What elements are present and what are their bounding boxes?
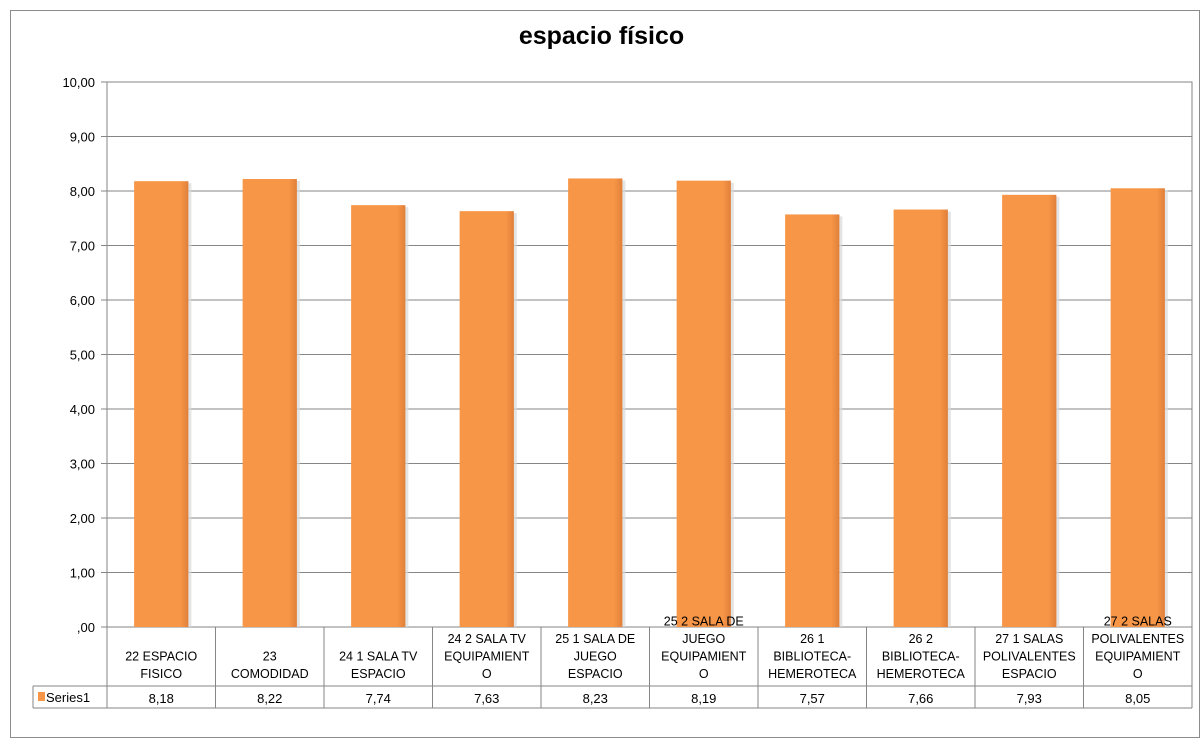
data-value-label: 7,57 xyxy=(800,691,825,706)
y-axis: ,00 1,00 2,00 3,00 4,00 5,00 6,00 7,00 8,00 9,00 1… xyxy=(62,75,107,635)
data-value-label: 7,93 xyxy=(1017,691,1042,706)
y-tick-label: 9,00 xyxy=(70,130,95,145)
data-value-label: 7,66 xyxy=(908,691,933,706)
category-label: 26 1 BIBLIOTECA-HEMEROTECA xyxy=(768,632,857,681)
bar xyxy=(351,205,406,628)
bar xyxy=(1110,188,1165,627)
y-tick-label: 6,00 xyxy=(70,293,95,308)
bars xyxy=(134,178,1168,628)
bar xyxy=(785,214,840,627)
category-label: 25 2 SALA DE JUEGO EQUIPAMIENT O xyxy=(661,615,747,682)
y-tick-label: 2,00 xyxy=(70,511,95,526)
bar xyxy=(459,211,514,628)
data-value-label: 8,05 xyxy=(1125,691,1150,706)
category-label: 25 1 SALA DE JUEGO ESPACIO xyxy=(555,632,635,681)
category-label: 24 1 SALA TV ESPACIO xyxy=(339,650,418,682)
y-tick-label: 7,00 xyxy=(70,239,95,254)
y-tick-label: 4,00 xyxy=(70,402,95,417)
y-tick-label: 10,00 xyxy=(62,75,95,90)
y-tick-label: 1,00 xyxy=(70,566,95,581)
category-label: 26 2 BIBLIOTECA-HEMEROTECA xyxy=(877,632,966,681)
y-tick-label: ,00 xyxy=(77,620,95,635)
category-label: 23 COMODIDAD xyxy=(231,650,309,682)
data-value-label: 8,23 xyxy=(583,691,608,706)
bar xyxy=(893,209,948,627)
y-tick-label: 3,00 xyxy=(70,457,95,472)
category-label: 24 2 SALA TV EQUIPAMIENT O xyxy=(444,632,530,681)
data-value-label: 8,18 xyxy=(149,691,174,706)
y-tick-label: 5,00 xyxy=(70,348,95,363)
data-value-label: 8,22 xyxy=(257,691,282,706)
bar xyxy=(568,178,623,627)
bar xyxy=(134,181,189,627)
bar xyxy=(676,180,731,627)
legend-key xyxy=(38,692,45,701)
category-label: 27 1 SALAS POLIVALENTES ESPACIO xyxy=(983,632,1076,681)
y-tick-label: 8,00 xyxy=(70,184,95,199)
data-value-label: 7,63 xyxy=(474,691,499,706)
series-name: Series1 xyxy=(46,690,90,705)
category-label: 22 ESPACIO FISICO xyxy=(125,650,197,682)
data-table: 22 ESPACIO FISICO 23 COMODIDAD 24 1 SALA TV E… xyxy=(32,615,1193,709)
chart-title: espacio físico xyxy=(518,22,685,50)
category-label: 27 2 SALAS POLIVALENTES EQUIPAMIENT O xyxy=(1091,615,1184,682)
data-value-label: 8,19 xyxy=(691,691,716,706)
data-value-label: 7,74 xyxy=(366,691,391,706)
bar xyxy=(242,179,297,627)
bar xyxy=(1002,194,1057,627)
